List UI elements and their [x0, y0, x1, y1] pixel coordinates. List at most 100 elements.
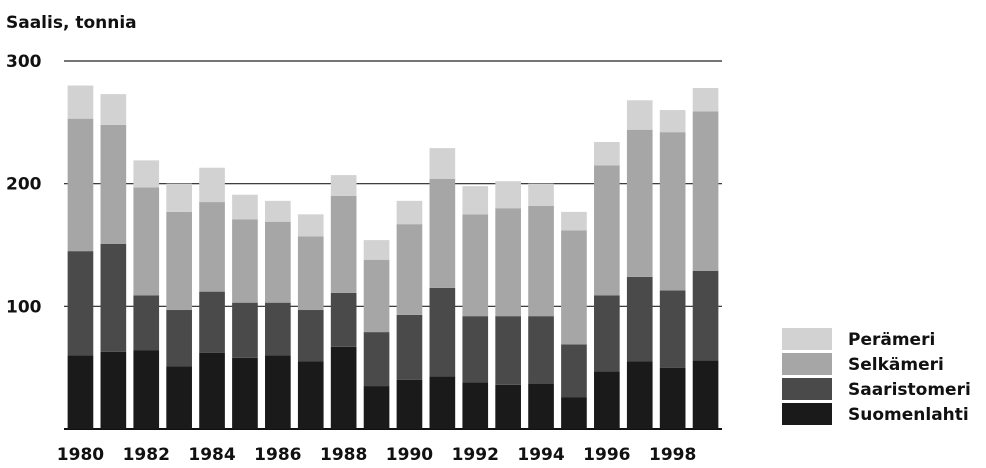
bar-segment-suomenlahti-1980 — [67, 355, 94, 429]
bar-segment-suomenlahti-1999 — [692, 360, 719, 429]
bar-segment-suomenlahti-1997 — [626, 361, 653, 429]
bar-segment-suomenlahti-1996 — [594, 371, 620, 429]
legend-swatch-perämeri — [782, 328, 832, 350]
bar-segment-saaristomeri-1990 — [396, 314, 423, 380]
bar-segment-saaristomeri-1992 — [462, 316, 489, 383]
bar-segment-saaristomeri-1991 — [429, 287, 456, 377]
bar-segment-selkämeri-1981 — [100, 124, 127, 244]
bar-segment-saaristomeri-1982 — [133, 295, 160, 351]
bar-segment-selkämeri-1999 — [692, 111, 719, 271]
bar-segment-saaristomeri-1986 — [265, 302, 291, 356]
y-ticks: 100 200 300 — [6, 52, 42, 317]
bar-segment-perämeri-1993 — [495, 181, 521, 209]
x-tick-label: 1996 — [583, 445, 630, 464]
bar-segment-suomenlahti-1981 — [100, 351, 127, 429]
bar-segment-perämeri-1994 — [528, 183, 554, 206]
bar-segment-suomenlahti-1982 — [133, 350, 160, 429]
bar-segment-selkämeri-1984 — [199, 202, 225, 292]
bar-segment-saaristomeri-1983 — [166, 310, 192, 367]
bar-segment-perämeri-1986 — [265, 200, 291, 222]
bar-segment-perämeri-1985 — [232, 194, 258, 220]
bar-segment-saaristomeri-1997 — [626, 276, 653, 362]
bar-segment-saaristomeri-1996 — [594, 295, 620, 372]
bar-segment-saaristomeri-1989 — [363, 332, 390, 387]
x-tick-label: 1998 — [649, 445, 696, 464]
bar-segment-perämeri-1983 — [166, 183, 192, 212]
bar-segment-perämeri-1995 — [561, 211, 587, 231]
bar-segment-suomenlahti-1994 — [528, 383, 554, 429]
bar-segment-saaristomeri-1994 — [528, 316, 554, 384]
bar-segment-suomenlahti-1989 — [363, 386, 390, 429]
y-tick-label: 100 — [6, 297, 42, 317]
legend-label-saaristomeri: Saaristomeri — [848, 380, 971, 400]
bar-segment-perämeri-1982 — [133, 160, 160, 188]
bar-segment-selkämeri-1993 — [495, 208, 521, 317]
x-tick-label: 1988 — [320, 445, 367, 464]
legend-swatch-selkämeri — [782, 353, 832, 375]
bar-segment-suomenlahti-1985 — [232, 357, 258, 429]
bar-segment-selkämeri-1985 — [232, 219, 258, 303]
bar-segment-perämeri-1992 — [462, 186, 489, 215]
bar-segment-perämeri-1984 — [199, 167, 225, 203]
legend-label-perämeri: Perämeri — [848, 330, 935, 350]
bar-segment-perämeri-1988 — [330, 175, 357, 196]
bar-segment-selkämeri-1982 — [133, 187, 160, 296]
legend: Perämeri Selkämeri Saaristomeri Suomenlahti — [782, 328, 971, 425]
bar-segment-perämeri-1999 — [692, 87, 719, 112]
bar-segment-perämeri-1981 — [100, 94, 127, 125]
bar-segment-suomenlahti-1986 — [265, 355, 291, 429]
x-tick-label: 1994 — [517, 445, 564, 464]
bar-segment-perämeri-1989 — [363, 240, 390, 260]
bar-segment-suomenlahti-1991 — [429, 376, 456, 429]
grid-lines — [64, 60, 722, 430]
bar-segment-selkämeri-1986 — [265, 221, 291, 303]
bar-segment-selkämeri-1989 — [363, 259, 390, 333]
bar-segment-saaristomeri-1993 — [495, 316, 521, 385]
legend-swatch-suomenlahti — [782, 403, 832, 425]
x-tick-label: 1980 — [57, 445, 104, 464]
bar-segment-selkämeri-1987 — [297, 236, 324, 311]
bar-segment-perämeri-1980 — [67, 85, 94, 119]
bar-segment-suomenlahti-1992 — [462, 382, 489, 429]
legend-swatch-saaristomeri — [782, 378, 832, 400]
bar-segment-selkämeri-1996 — [594, 165, 620, 296]
bar-segment-selkämeri-1998 — [659, 132, 686, 291]
x-tick-label: 1982 — [123, 445, 170, 464]
legend-label-suomenlahti: Suomenlahti — [848, 405, 969, 425]
x-tick-label: 1992 — [452, 445, 499, 464]
bar-segment-perämeri-1997 — [626, 100, 653, 130]
bar-segment-selkämeri-1997 — [626, 129, 653, 277]
y-tick-label: 300 — [6, 52, 42, 72]
bar-segment-selkämeri-1992 — [462, 214, 489, 317]
x-tick-label: 1990 — [386, 445, 433, 464]
bar-segment-suomenlahti-1987 — [297, 361, 324, 429]
bar-segment-perämeri-1990 — [396, 200, 423, 225]
bar-segment-saaristomeri-1984 — [199, 291, 225, 353]
bar-segment-perämeri-1996 — [594, 141, 620, 166]
bar-segment-perämeri-1998 — [659, 110, 686, 133]
bar-segment-suomenlahti-1983 — [166, 366, 192, 429]
bar-segment-suomenlahti-1998 — [659, 367, 686, 429]
bar-segment-selkämeri-1995 — [561, 230, 587, 345]
bar-segment-suomenlahti-1995 — [561, 397, 587, 429]
bar-segment-perämeri-1991 — [429, 148, 456, 179]
bars — [67, 85, 719, 429]
bar-segment-selkämeri-1994 — [528, 205, 554, 317]
y-tick-label: 200 — [6, 175, 42, 195]
bar-segment-saaristomeri-1985 — [232, 302, 258, 358]
bar-segment-suomenlahti-1990 — [396, 379, 423, 429]
bar-segment-suomenlahti-1988 — [330, 346, 357, 429]
bar-segment-selkämeri-1990 — [396, 224, 423, 315]
bar-segment-suomenlahti-1984 — [199, 352, 225, 429]
bar-segment-saaristomeri-1995 — [561, 344, 587, 398]
bar-segment-saaristomeri-1998 — [659, 290, 686, 368]
bar-segment-saaristomeri-1987 — [297, 310, 324, 362]
y-axis-label: Saalis, tonnia — [6, 13, 137, 33]
bar-segment-selkämeri-1980 — [67, 118, 94, 252]
bar-segment-suomenlahti-1993 — [495, 384, 521, 429]
bar-segment-saaristomeri-1999 — [692, 270, 719, 361]
bar-segment-saaristomeri-1980 — [67, 251, 94, 356]
x-ticks: 1980 1982 1984 1986 1988 1990 1992 1994 1996 1998 — [57, 445, 697, 465]
